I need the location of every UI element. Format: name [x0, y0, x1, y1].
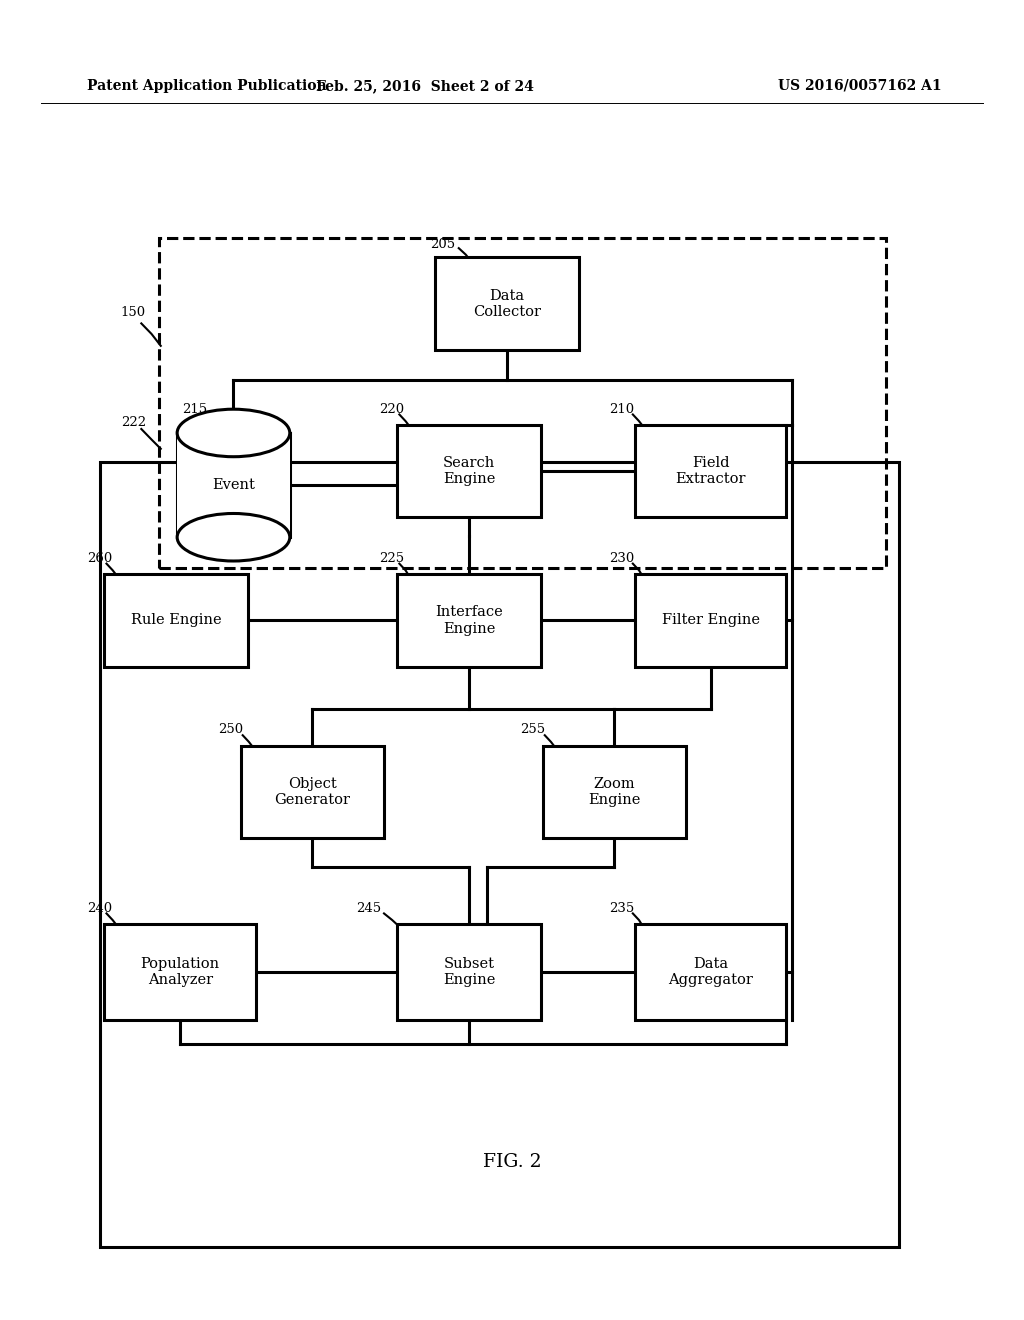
Text: Data
Aggregator: Data Aggregator [669, 957, 753, 987]
Text: 225: 225 [379, 552, 404, 565]
Text: 240: 240 [87, 902, 113, 915]
Ellipse shape [177, 513, 290, 561]
Text: US 2016/0057162 A1: US 2016/0057162 A1 [778, 79, 942, 92]
Bar [397, 924, 541, 1020]
Text: Interface
Engine: Interface Engine [435, 606, 503, 635]
Text: 230: 230 [609, 552, 635, 565]
Text: Patent Application Publication: Patent Application Publication [87, 79, 327, 92]
Bar [635, 574, 786, 667]
Bar [104, 574, 248, 667]
Bar [397, 574, 541, 667]
Text: FIG. 2: FIG. 2 [482, 1152, 542, 1171]
Bar [635, 924, 786, 1020]
Text: 250: 250 [218, 723, 244, 737]
Text: 255: 255 [520, 723, 546, 737]
Text: 260: 260 [87, 552, 113, 565]
Text: Data
Collector: Data Collector [473, 289, 541, 318]
Text: Filter Engine: Filter Engine [662, 614, 760, 627]
Text: Event: Event [212, 478, 255, 492]
Bar [635, 425, 786, 517]
Ellipse shape [177, 409, 290, 457]
Text: 215: 215 [182, 403, 208, 416]
Bar [543, 746, 686, 838]
Text: 222: 222 [121, 416, 146, 429]
Text: Rule Engine: Rule Engine [131, 614, 221, 627]
Bar [397, 425, 541, 517]
Text: 210: 210 [609, 403, 635, 416]
Text: Field
Extractor: Field Extractor [676, 457, 745, 486]
Text: Search
Engine: Search Engine [442, 457, 496, 486]
Bar [104, 924, 256, 1020]
Text: Zoom
Engine: Zoom Engine [588, 777, 641, 807]
Bar [100, 462, 899, 1247]
Bar [159, 238, 886, 568]
Text: 205: 205 [430, 238, 456, 251]
Text: Subset
Engine: Subset Engine [442, 957, 496, 987]
Bar [241, 746, 384, 838]
Text: Population
Analyzer: Population Analyzer [140, 957, 220, 987]
Bar [435, 257, 579, 350]
Text: 245: 245 [356, 902, 382, 915]
Text: 150: 150 [121, 306, 146, 319]
Bar [177, 433, 290, 537]
Text: Object
Generator: Object Generator [274, 777, 350, 807]
Text: 220: 220 [379, 403, 404, 416]
Text: Feb. 25, 2016  Sheet 2 of 24: Feb. 25, 2016 Sheet 2 of 24 [316, 79, 534, 92]
Text: 235: 235 [609, 902, 635, 915]
